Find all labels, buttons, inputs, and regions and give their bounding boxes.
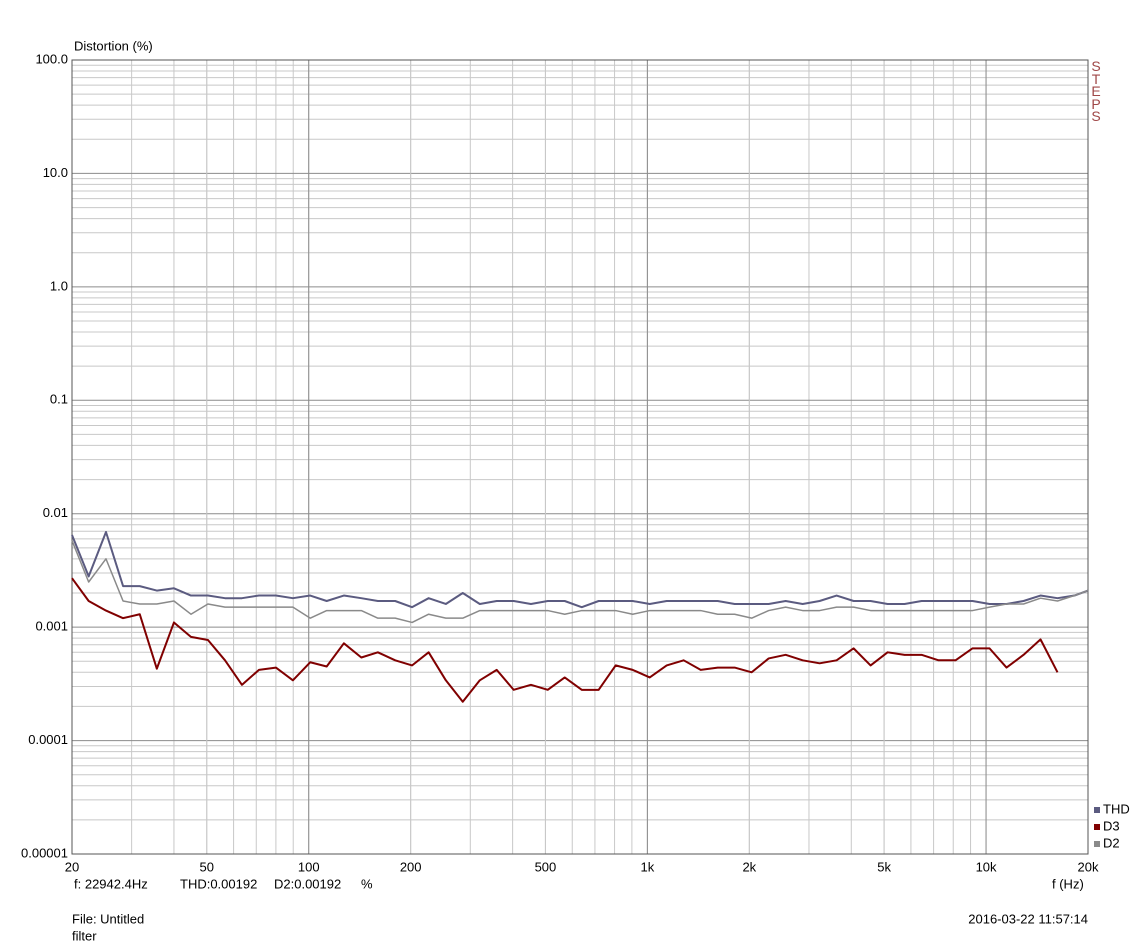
side-label: STEPS [1091, 58, 1101, 124]
legend-swatch [1094, 824, 1100, 830]
plot-frame [71, 59, 1089, 855]
readout-f: f: 22942.4Hz [74, 876, 148, 891]
readout-unit: % [361, 876, 373, 891]
y-tick-label: 0.1 [50, 392, 68, 407]
x-tick-label: 1k [641, 859, 655, 874]
y-axis-label: Distortion (%) [74, 38, 153, 53]
x-tick-label: 10k [976, 859, 997, 874]
y-tick-label: 0.00001 [21, 845, 68, 860]
x-tick-label: 20k [1078, 859, 1099, 874]
readout-thd: THD:0.00192 [180, 876, 257, 891]
legend-swatch [1094, 807, 1100, 813]
legend-label: D2 [1103, 835, 1120, 850]
x-tick-label: 100 [298, 859, 320, 874]
x-tick-label: 2k [742, 859, 756, 874]
x-tick-label: 500 [535, 859, 557, 874]
y-tick-label: 10.0 [43, 165, 68, 180]
x-tick-label: 5k [877, 859, 891, 874]
y-tick-label: 0.001 [35, 619, 68, 634]
readout-d2: D2:0.00192 [274, 876, 341, 891]
file-label: File: Untitled [72, 911, 144, 926]
x-tick-label: 200 [400, 859, 422, 874]
x-tick-label: 50 [200, 859, 214, 874]
series-line [71, 577, 1059, 703]
y-tick-label: 0.0001 [28, 732, 68, 747]
series-line [71, 530, 1089, 609]
filter-label: filter [72, 928, 97, 943]
y-tick-label: 100.0 [35, 51, 68, 66]
x-tick-label: 20 [65, 859, 79, 874]
series-line [71, 540, 1089, 624]
x-axis-label: f (Hz) [1052, 876, 1084, 891]
timestamp: 2016-03-22 11:57:14 [968, 911, 1088, 926]
y-tick-label: 1.0 [50, 278, 68, 293]
legend-label: THD [1103, 801, 1130, 816]
y-tick-label: 0.01 [43, 505, 68, 520]
legend-swatch [1094, 841, 1100, 847]
legend-label: D3 [1103, 818, 1120, 833]
